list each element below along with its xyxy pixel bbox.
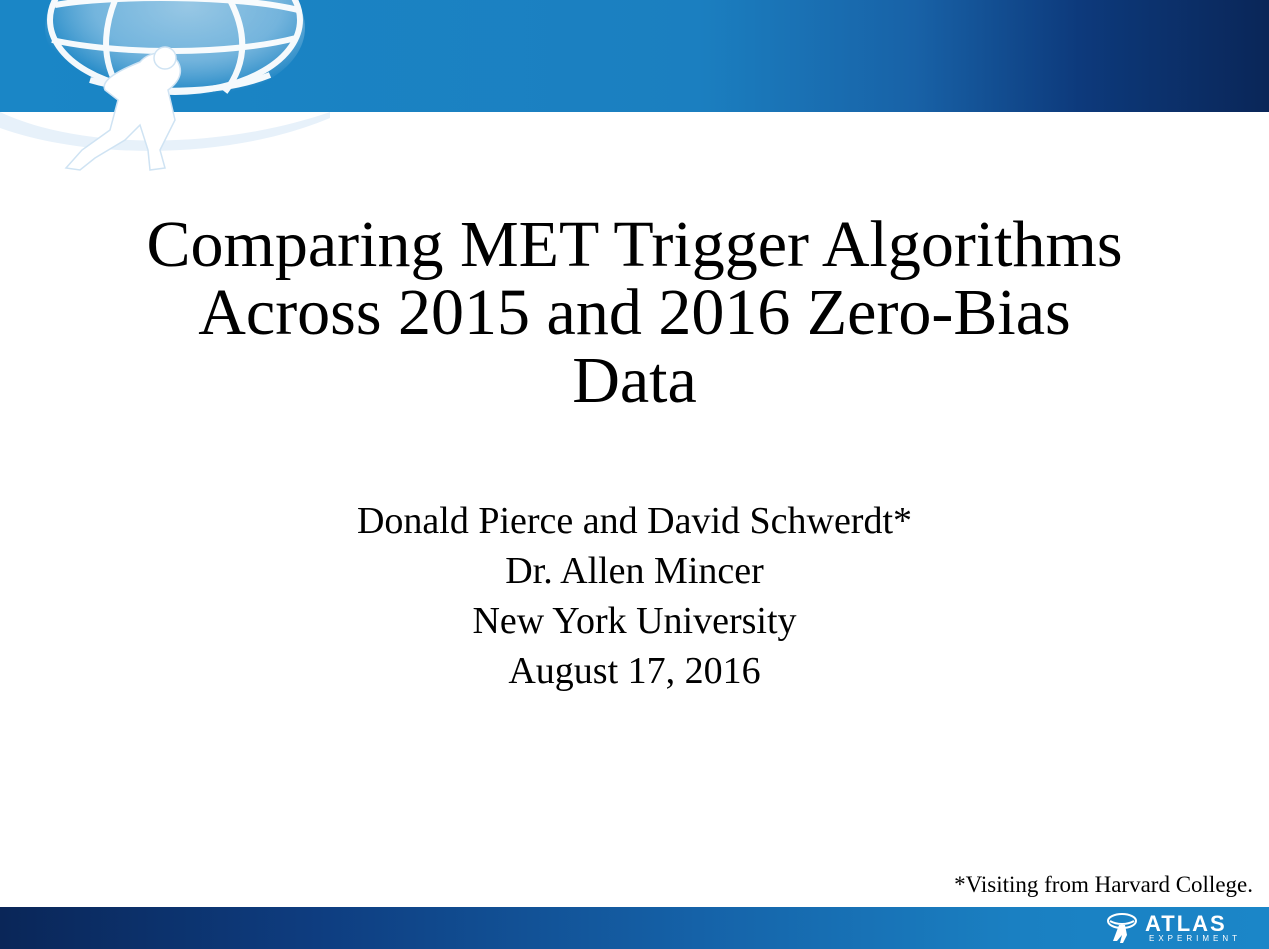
atlas-figure-logo <box>0 0 330 180</box>
presentation-date: August 17, 2016 <box>508 650 761 692</box>
slide-title: Comparing MET Trigger Algorithms Across … <box>146 208 1123 417</box>
institution: New York University <box>472 600 797 642</box>
atlas-experiment-logo: ATLAS EXPERIMENT <box>1105 911 1255 945</box>
atlas-figure-icon <box>1107 913 1137 943</box>
footnote: *Visiting from Harvard College. <box>954 872 1253 897</box>
credits-block: Donald Pierce and David Schwerdt* Dr. Al… <box>0 496 1269 696</box>
bottom-banner <box>0 907 1269 949</box>
atlas-logo-subtitle: EXPERIMENT <box>1149 934 1242 943</box>
advisor: Dr. Allen Mincer <box>505 550 764 592</box>
atlas-logo-word: ATLAS <box>1145 911 1227 936</box>
authors: Donald Pierce and David Schwerdt* <box>356 500 913 542</box>
